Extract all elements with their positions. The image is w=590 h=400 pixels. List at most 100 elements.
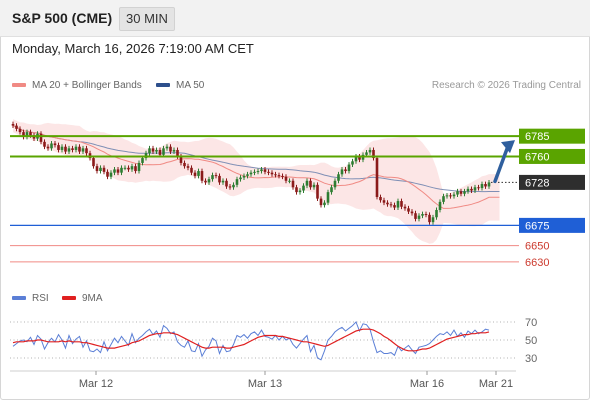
support-3-label: 6630 <box>525 257 549 269</box>
candle-body <box>29 132 32 136</box>
candle-body <box>74 146 78 150</box>
candle-body <box>109 172 113 177</box>
candle-body <box>354 156 358 162</box>
candle-body <box>477 187 480 189</box>
candle-body <box>288 180 291 182</box>
candle-body <box>57 145 60 150</box>
candle-body <box>214 175 218 177</box>
candle-body <box>400 201 403 207</box>
candle-body <box>50 143 53 149</box>
candle-body <box>449 195 452 197</box>
candle-body <box>43 141 46 147</box>
candle-body <box>274 174 277 176</box>
candle-body <box>487 182 491 187</box>
candle-body <box>53 143 57 146</box>
candle-body <box>372 149 375 159</box>
candle-body <box>246 174 249 176</box>
resistance-2-label: 6785 <box>525 131 549 143</box>
candle-body <box>403 206 407 209</box>
candle-body <box>309 180 312 188</box>
time-axis-label: Mar 21 <box>479 378 513 390</box>
support-2-label: 6650 <box>525 241 549 253</box>
candle-body <box>291 180 295 188</box>
candle-body <box>137 162 141 172</box>
rsi-tick-label: 70 <box>525 317 537 329</box>
candle-body <box>473 187 477 191</box>
candle-body <box>277 175 281 177</box>
candle-body <box>382 200 386 203</box>
candle-body <box>365 152 368 155</box>
candle-body <box>113 169 116 173</box>
last-price-label-box <box>519 174 585 190</box>
candle-body <box>484 184 487 187</box>
candle-body <box>204 180 207 183</box>
candle-body <box>116 169 120 173</box>
candle-body <box>379 197 382 201</box>
rsi-tick-label: 30 <box>525 353 537 365</box>
candle-body <box>172 149 176 152</box>
candle-body <box>158 149 162 155</box>
candle-body <box>92 158 95 167</box>
candle-body <box>480 184 484 189</box>
candle-body <box>333 180 337 188</box>
candle-body <box>410 211 414 214</box>
candle-body <box>326 192 330 203</box>
credit-text: Research © 2026 Trading Central <box>431 80 581 91</box>
candle-body <box>442 196 445 202</box>
rsi-line <box>12 321 490 361</box>
candle-body <box>106 171 109 177</box>
candle-body <box>99 167 102 172</box>
candle-body <box>295 187 298 193</box>
candle-body <box>211 175 214 180</box>
candle-body <box>253 171 256 173</box>
candle-body <box>431 217 435 223</box>
candle-body <box>459 191 463 194</box>
ma9-label: 9MA <box>82 293 103 304</box>
candle-body <box>438 201 442 210</box>
candle-body <box>298 190 302 193</box>
ma20-swatch <box>12 83 26 88</box>
candle-body <box>337 174 340 181</box>
candle-body <box>64 146 67 152</box>
candle-body <box>15 125 18 129</box>
support-1-label-box <box>519 217 585 233</box>
candle-body <box>207 179 211 183</box>
candle-body <box>165 146 169 149</box>
resistance-1-label: 6760 <box>525 151 549 163</box>
candle-body <box>256 171 260 173</box>
candle-body <box>67 148 71 152</box>
candle-body <box>232 184 235 188</box>
candle-body <box>235 179 239 185</box>
candle-body <box>312 184 316 188</box>
candle-body <box>162 148 165 155</box>
projection-arrow-shaft <box>493 144 510 184</box>
candle-body <box>358 156 361 160</box>
candle-body <box>393 205 396 208</box>
timestamp: Monday, March 16, 2026 7:19:00 AM CET <box>12 41 254 56</box>
candle-body <box>134 166 137 172</box>
timeframe-button[interactable]: 30 MIN <box>119 7 175 31</box>
candle-body <box>323 202 326 206</box>
bollinger-band <box>13 119 500 244</box>
candle-body <box>340 169 344 175</box>
candle-body <box>39 133 43 142</box>
candle-body <box>60 146 64 150</box>
time-axis-label: Mar 16 <box>410 378 444 390</box>
candle-body <box>78 146 81 152</box>
candle-body <box>396 201 400 208</box>
candle-body <box>18 128 22 133</box>
legend-ma20: MA 20 + Bollinger Bands <box>12 80 142 91</box>
candle-body <box>463 191 466 194</box>
legend-ma9: 9MA <box>62 293 103 304</box>
rsi-ma9-line <box>12 328 490 352</box>
candle-body <box>102 167 106 172</box>
candle-body <box>85 148 88 154</box>
candle-body <box>148 148 151 154</box>
ma9-swatch <box>62 296 76 301</box>
candle-body <box>452 194 456 197</box>
candle-body <box>368 149 372 153</box>
ma20-line <box>12 125 500 209</box>
candle-body <box>260 169 263 172</box>
candle-body <box>414 213 417 219</box>
candle-body <box>123 167 127 169</box>
